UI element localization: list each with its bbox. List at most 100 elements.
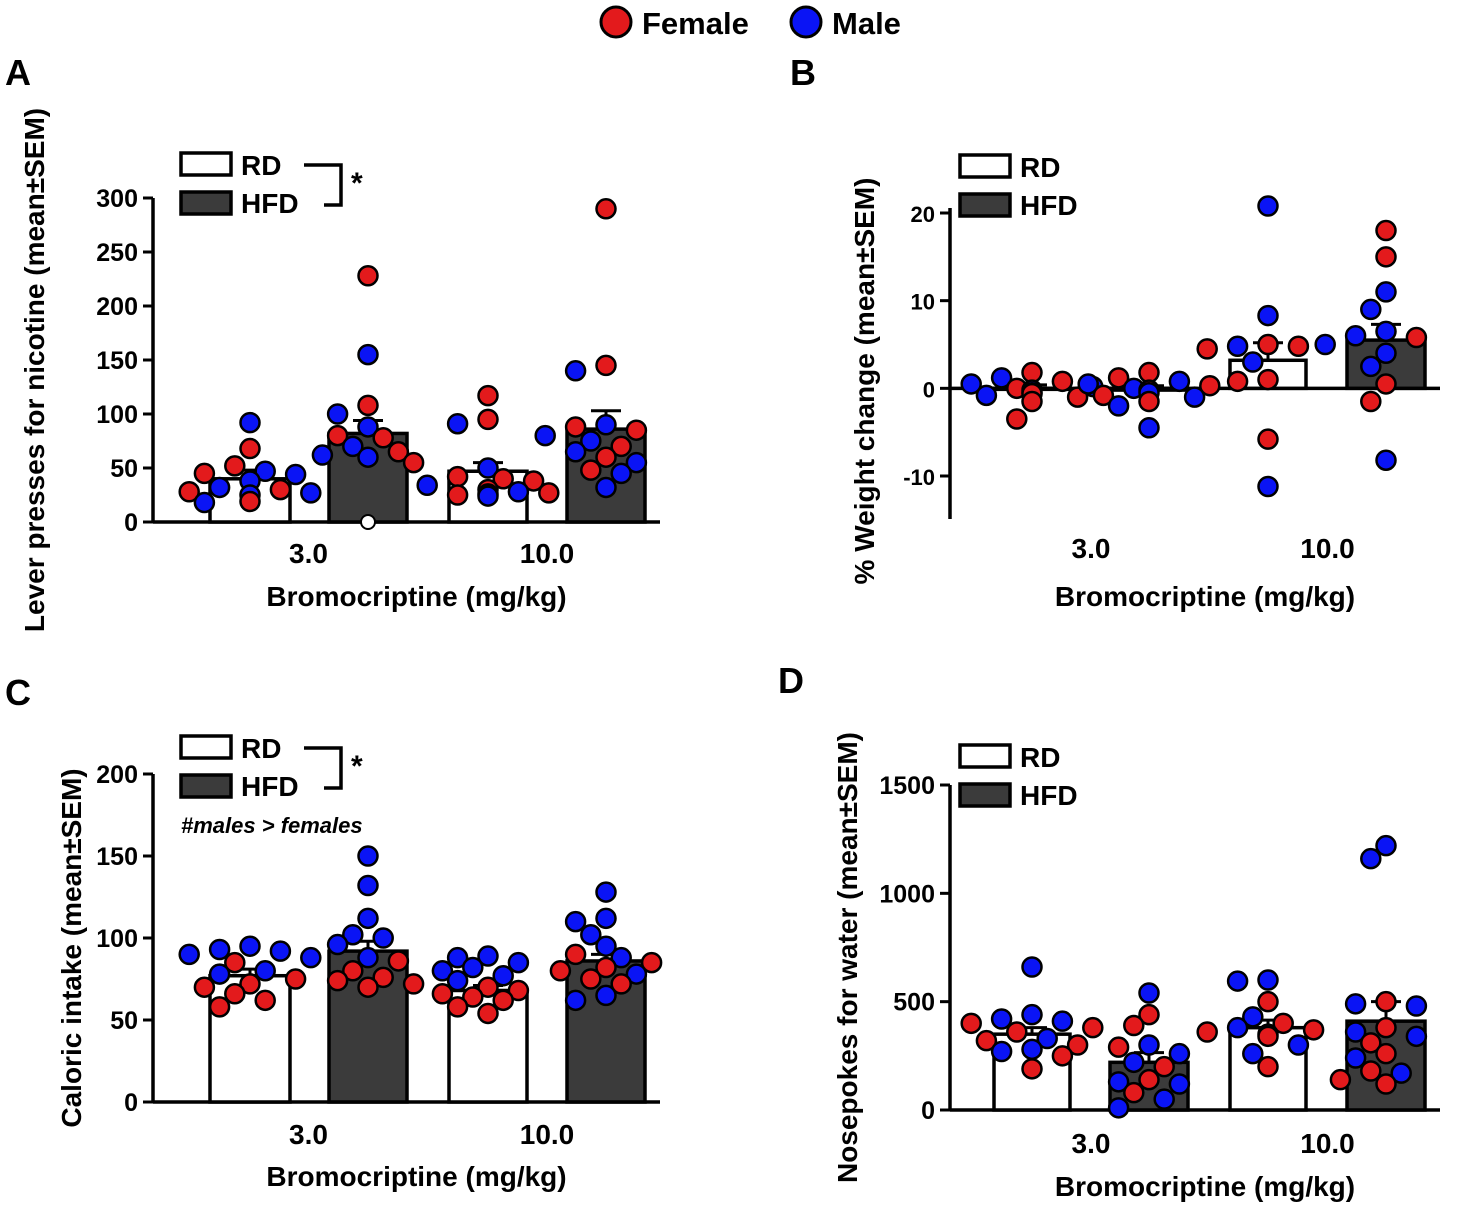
female-point [446, 465, 469, 488]
legend-swatch-hfd [179, 773, 233, 799]
female-point [326, 969, 349, 992]
male-point [446, 946, 469, 969]
male-point [960, 373, 982, 395]
female-point [1375, 1073, 1397, 1095]
female-point [610, 973, 632, 995]
male-legend-marker [789, 5, 823, 39]
annotation: #males > females [181, 813, 363, 838]
female-point [595, 446, 617, 468]
legend-label-rd: RD [241, 150, 281, 181]
male-point [1344, 324, 1367, 347]
male-point [1226, 970, 1249, 992]
male-point [357, 874, 379, 897]
male-point [1168, 1042, 1191, 1065]
male-point [1183, 386, 1206, 408]
y-tick-label: -10 [903, 465, 935, 490]
male-point [269, 940, 292, 962]
y-axis-label: Lever presses for nicotine (mean±SEM) [19, 108, 50, 632]
male-point [1375, 449, 1397, 471]
female-point [1107, 1036, 1130, 1058]
y-tick-label: 0 [124, 1089, 138, 1117]
x-tick-label: 3.0 [289, 1119, 328, 1150]
male-point [534, 424, 556, 447]
male-point [625, 963, 648, 985]
male-point [326, 403, 349, 425]
female-point [595, 354, 617, 377]
male-point [1257, 304, 1279, 327]
male-point [1021, 1003, 1043, 1026]
male-point [1077, 373, 1099, 395]
male-point [357, 845, 379, 867]
female-point [239, 437, 261, 460]
male-point [1375, 320, 1397, 343]
male-point [326, 933, 349, 956]
male-point [610, 462, 632, 485]
male-point [1242, 1042, 1264, 1065]
female-point [1153, 1055, 1175, 1078]
panel-letter: C [5, 672, 31, 713]
x-tick-label: 10.0 [520, 538, 575, 569]
male-point [239, 411, 261, 434]
female-point [538, 482, 560, 504]
female-point [1123, 1081, 1145, 1104]
open-point [360, 514, 376, 530]
female-legend-marker [599, 5, 633, 39]
female-point [610, 435, 632, 458]
y-tick-label: 20 [911, 202, 935, 227]
male-point [1344, 993, 1367, 1015]
female-point [492, 468, 514, 490]
female-point [1257, 428, 1279, 450]
male-point [372, 927, 394, 949]
male-point [239, 935, 261, 957]
y-tick-label: 1500 [879, 772, 935, 800]
male-point [208, 963, 231, 985]
female-point [1138, 1003, 1160, 1026]
female-point [254, 989, 276, 1012]
female-point [1375, 1016, 1397, 1039]
male-point [1360, 298, 1382, 321]
female-point [1375, 990, 1397, 1013]
male-point [1021, 1038, 1043, 1061]
male-point [357, 946, 379, 969]
male-point [1138, 417, 1160, 439]
male-point [595, 414, 617, 436]
x-axis-title: Bromocriptine (mg/kg) [1055, 1171, 1355, 1202]
male-legend-label: Male [832, 6, 901, 41]
female-point [387, 950, 410, 972]
legend-swatch-hfd [958, 192, 1012, 218]
legend-swatch-rd [179, 151, 233, 177]
legend-label-hfd: HFD [1020, 190, 1078, 221]
male-point [610, 946, 632, 969]
y-tick-label: 200 [96, 761, 138, 789]
y-tick-label: 50 [110, 1007, 138, 1035]
female-point [431, 983, 454, 1005]
y-tick-label: 1000 [879, 880, 935, 908]
male-point [1021, 956, 1043, 978]
female-legend-label: Female [642, 6, 749, 41]
female-point [1123, 1014, 1145, 1037]
male-point [477, 457, 499, 479]
female-point [208, 996, 231, 1018]
female-point [1199, 374, 1221, 397]
female-point [1360, 390, 1382, 413]
legend-swatch-hfd [958, 782, 1012, 808]
male-point [1138, 982, 1160, 1004]
male-point [1107, 395, 1130, 417]
female-point [1257, 990, 1279, 1013]
female-point [342, 960, 364, 982]
female-point [1375, 219, 1397, 242]
legend-swatch-rd [958, 743, 1012, 769]
male-point [1344, 1021, 1367, 1043]
bar-hfd [565, 959, 647, 1104]
male-point [1051, 1010, 1074, 1032]
female-point [224, 455, 246, 477]
female-point [1006, 1021, 1028, 1043]
female-point [357, 394, 379, 417]
female-point [477, 408, 499, 431]
male-point [1375, 834, 1397, 857]
female-point [387, 441, 410, 463]
male-point [990, 367, 1013, 389]
female-point [477, 384, 499, 407]
female-point [1272, 1012, 1294, 1035]
female-point [580, 968, 602, 990]
